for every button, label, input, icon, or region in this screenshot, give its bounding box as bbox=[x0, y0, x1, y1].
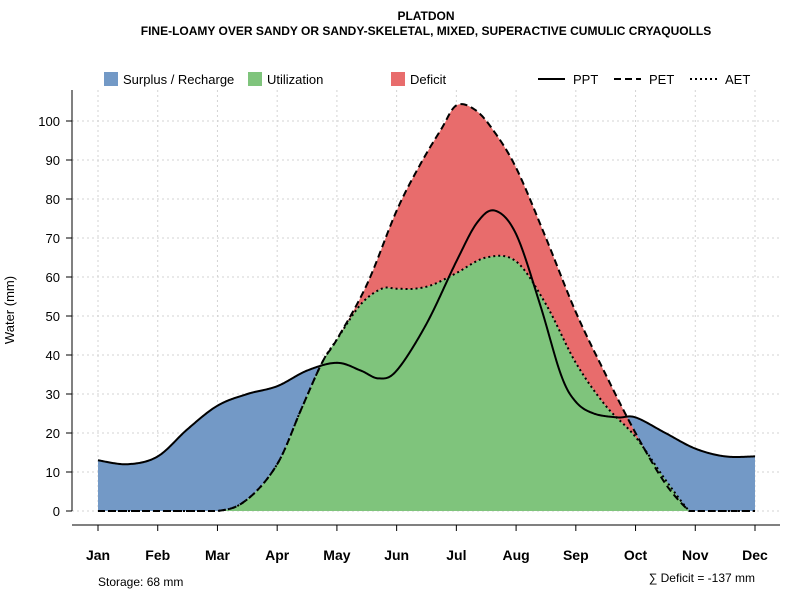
areas bbox=[98, 104, 755, 511]
axes: 0 10 20 30 40 50 60 70 80 90 100 Jan Feb Mar Apr May Jun… bbox=[38, 90, 780, 563]
legend-label-aet: AET bbox=[725, 72, 750, 87]
y-axis-title: Water (mm) bbox=[2, 276, 17, 344]
series-line-ppt bbox=[97, 209, 756, 466]
area-utilization bbox=[98, 255, 755, 511]
x-tick-label-sep: Sep bbox=[563, 547, 589, 563]
x-tick-label-may: May bbox=[323, 547, 350, 563]
x-tick-label-nov: Nov bbox=[682, 547, 709, 563]
y-tick-label: 0 bbox=[53, 504, 60, 519]
legend-label-pet: PET bbox=[649, 72, 674, 87]
legend-swatch-surplus bbox=[104, 72, 118, 86]
series-line-aet bbox=[98, 254, 755, 512]
chart-title: PLATDON bbox=[397, 9, 454, 23]
y-tick-label: 70 bbox=[46, 231, 60, 246]
y-tick-label: 100 bbox=[38, 114, 60, 129]
y-tick-label: 90 bbox=[46, 153, 60, 168]
y-tick-label: 30 bbox=[46, 387, 60, 402]
x-tick-label-jul: Jul bbox=[446, 547, 466, 563]
x-tick-label-dec: Dec bbox=[742, 547, 768, 563]
legend-label-utilization: Utilization bbox=[267, 72, 323, 87]
legend-label-surplus: Surplus / Recharge bbox=[123, 72, 234, 87]
y-tick-label: 20 bbox=[46, 426, 60, 441]
storage-annotation: Storage: 68 mm bbox=[98, 575, 183, 589]
x-tick-label-oct: Oct bbox=[624, 547, 648, 563]
legend-swatch-utilization bbox=[248, 72, 262, 86]
legend-label-ppt: PPT bbox=[573, 72, 598, 87]
area-deficit bbox=[98, 104, 755, 511]
x-tick-label-apr: Apr bbox=[265, 547, 290, 563]
x-tick-label-mar: Mar bbox=[205, 547, 230, 563]
series-lines bbox=[97, 103, 756, 512]
legend-label-deficit: Deficit bbox=[410, 72, 447, 87]
x-tick-label-jan: Jan bbox=[86, 547, 110, 563]
y-tick-label: 40 bbox=[46, 348, 60, 363]
x-tick-label-jun: Jun bbox=[384, 547, 409, 563]
area-surplus-recharge bbox=[98, 104, 755, 511]
x-tick-label-aug: Aug bbox=[502, 547, 529, 563]
x-tick-label-feb: Feb bbox=[145, 547, 170, 563]
y-tick-label: 10 bbox=[46, 465, 60, 480]
legend: Surplus / Recharge Utilization Deficit P… bbox=[104, 72, 750, 87]
y-tick-label: 60 bbox=[46, 270, 60, 285]
chart-subtitle: FINE-LOAMY OVER SANDY OR SANDY-SKELETAL,… bbox=[141, 24, 712, 38]
legend-swatch-deficit bbox=[391, 72, 405, 86]
deficit-annotation: ∑ Deficit = -137 mm bbox=[649, 571, 755, 585]
y-tick-label: 50 bbox=[46, 309, 60, 324]
y-tick-label: 80 bbox=[46, 192, 60, 207]
